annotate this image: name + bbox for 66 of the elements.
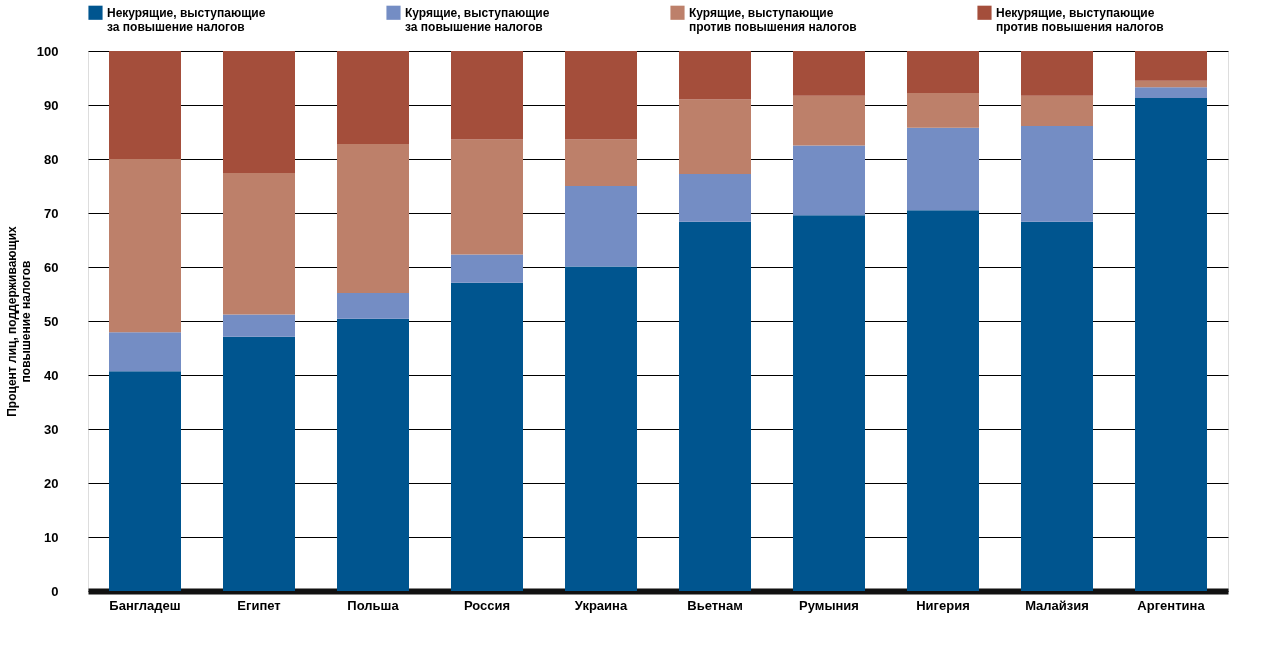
bar (337, 292, 409, 319)
bar (109, 332, 181, 372)
bar (1021, 51, 1093, 96)
bar (679, 51, 751, 100)
y-tick-label: 60 (44, 259, 59, 275)
bar (109, 51, 181, 159)
bar (679, 99, 751, 175)
y-tick-label: 0 (51, 583, 59, 599)
bar (1135, 87, 1207, 98)
bar (1135, 80, 1207, 88)
bar (109, 159, 181, 333)
bar (1021, 221, 1093, 591)
bar (337, 143, 409, 293)
y-tick-label: 30 (44, 421, 59, 437)
bar (793, 215, 865, 591)
bar (1135, 51, 1207, 81)
bar (337, 51, 409, 144)
y-tick-label: 20 (44, 475, 59, 491)
y-axis-title: Процент лиц, поддерживающих повышение налогов (4, 225, 33, 417)
y-tick-label: 40 (44, 367, 59, 383)
y-tick-label: 50 (44, 313, 59, 329)
bar (223, 173, 295, 315)
bar (1021, 95, 1093, 127)
bar (223, 51, 295, 174)
bar (679, 221, 751, 591)
bar (793, 51, 865, 96)
y-tick-label: 10 (44, 529, 59, 545)
bar (679, 174, 751, 222)
bar (907, 210, 979, 591)
bar (793, 95, 865, 146)
y-tick-label: 90 (44, 97, 59, 113)
legend-label: Курящие, выступающие за повышение налогов (405, 5, 550, 34)
x-tick-label: Нигерия (916, 597, 970, 613)
bar (1021, 126, 1093, 222)
legend-label: Некурящие, выступающие за повышение налогов (107, 5, 266, 34)
bar (565, 266, 637, 591)
bar (451, 282, 523, 591)
bar (451, 139, 523, 255)
legend-label: Курящие, выступающие против повышения налогов (689, 5, 857, 34)
y-tick-label: 70 (44, 205, 59, 221)
bar (565, 51, 637, 140)
bar (907, 93, 979, 128)
x-tick-label: Вьетнам (687, 597, 743, 613)
x-tick-label: Польша (347, 597, 400, 613)
y-tick-label: 80 (44, 151, 59, 167)
bar (451, 51, 523, 140)
bar (907, 51, 979, 94)
bar (451, 254, 523, 283)
bar (1135, 97, 1207, 591)
x-tick-label: Россия (463, 597, 511, 613)
y-tick-label: 100 (36, 43, 59, 59)
legend-label: Некурящие, выступающие против повышения налогов (996, 5, 1164, 34)
bar (907, 127, 979, 211)
x-tick-label: Украина (574, 597, 628, 613)
bar (223, 314, 295, 337)
bar (565, 139, 637, 186)
x-tick-label: Аргентина (1137, 597, 1206, 613)
x-tick-label: Румыния (799, 597, 859, 613)
bar (109, 371, 181, 591)
x-tick-label: Египет (237, 597, 281, 613)
bar (565, 186, 637, 267)
x-tick-label: Малайзия (1025, 597, 1089, 613)
bar (793, 145, 865, 216)
x-tick-label: Бангладеш (109, 597, 181, 613)
bar (337, 318, 409, 591)
bar (223, 336, 295, 591)
